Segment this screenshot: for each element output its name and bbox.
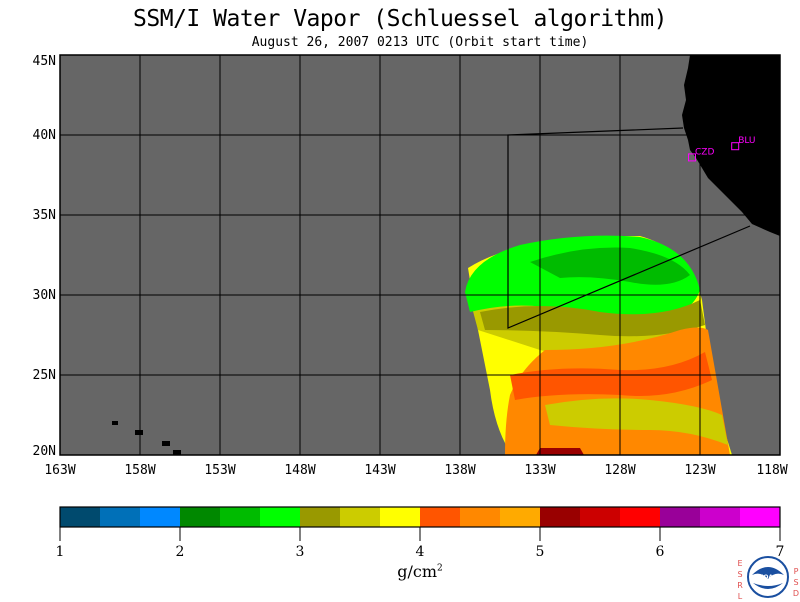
land: [112, 55, 780, 455]
colorbar-swatch: [180, 507, 221, 527]
colorbar-swatch: [100, 507, 141, 527]
lat-label: 30N: [32, 288, 56, 303]
boundary-line-west: [507, 127, 751, 329]
lon-label: 158W: [124, 463, 156, 478]
noaa-logo: NOAA: [747, 556, 789, 598]
lon-label: 148W: [284, 463, 316, 478]
colorbar-tick-label: 3: [295, 544, 305, 560]
lon-label: 138W: [444, 463, 476, 478]
station-marker: [731, 142, 740, 151]
station-markers: CZD BLU: [688, 136, 756, 162]
station-label: BLU: [738, 136, 755, 146]
colorbar-swatch: [220, 507, 261, 527]
hawaii-island-2: [135, 430, 143, 435]
map-subtitle: August 26, 2007 0213 UTC (Orbit start ti…: [251, 35, 589, 50]
colorbar-swatch: [700, 507, 741, 527]
colorbar-units: g/cm2: [380, 562, 460, 581]
swath-darkred-spot: [536, 448, 584, 455]
colorbar-swatch: [660, 507, 701, 527]
lat-label: 25N: [32, 368, 56, 383]
colorbar-tick-label: 4: [415, 544, 425, 560]
noaa-logo-text: NOAA: [758, 574, 778, 581]
lon-label: 128W: [604, 463, 636, 478]
colorbar-swatch: [420, 507, 461, 527]
map-title: SSM/I Water Vapor (Schluessel algorithm): [133, 6, 667, 32]
swath-khaki-region: [480, 300, 705, 337]
map-gridlines: [60, 55, 780, 455]
noaa-logo-bird: [752, 567, 784, 579]
lon-label: 143W: [364, 463, 396, 478]
colorbar-tick-label: 7: [775, 544, 785, 560]
lon-label: 153W: [204, 463, 236, 478]
colorbar-swatch: [380, 507, 421, 527]
colorbar-swatch: [460, 507, 501, 527]
hawaii-island-1: [112, 421, 118, 425]
noaa-logo-wave: [753, 583, 783, 589]
units-superscript: 2: [437, 563, 443, 574]
swath-darkgreen-region: [530, 247, 690, 285]
colorbar-swatch: [540, 507, 581, 527]
colorbar-swatch: [740, 507, 781, 527]
hawaii-island-4: [173, 450, 181, 455]
colorbar-swatch: [260, 507, 301, 527]
colorbar-swatch: [580, 507, 621, 527]
water-vapor-swath: [465, 235, 732, 455]
lon-label: 123W: [684, 463, 716, 478]
station-label: CZD: [695, 147, 714, 157]
swath-redorange-region: [510, 352, 712, 400]
lat-label: 40N: [32, 128, 56, 143]
hawaii-island-3: [162, 441, 170, 446]
california-coast: [682, 55, 780, 236]
lat-label: 20N: [32, 444, 56, 459]
colorbar-swatch: [140, 507, 181, 527]
colorbar-tick-label: 1: [55, 544, 65, 560]
lon-label: 133W: [524, 463, 556, 478]
lat-label: 35N: [32, 208, 56, 223]
colorbar-swatch: [340, 507, 381, 527]
colorbar-swatch: [620, 507, 661, 527]
lon-label: 163W: [44, 463, 76, 478]
colorbar-swatches: [60, 507, 781, 527]
map-frame: [59, 54, 781, 456]
colorbar-tick-label: 6: [655, 544, 665, 560]
lon-label: 118W: [756, 463, 788, 478]
lat-label: 45N: [32, 54, 56, 69]
units-text: g/cm: [397, 562, 438, 581]
station-marker: [688, 153, 696, 162]
swath-gold-band: [545, 398, 728, 445]
colorbar-swatch: [500, 507, 541, 527]
colorbar-ticks: [59, 527, 781, 541]
colorbar-tick-label: 5: [535, 544, 545, 560]
colorbar-swatch: [300, 507, 341, 527]
boundary-lines: [507, 127, 751, 329]
colorbar-swatch: [60, 507, 101, 527]
colorbar-tick-label: 2: [175, 544, 185, 560]
